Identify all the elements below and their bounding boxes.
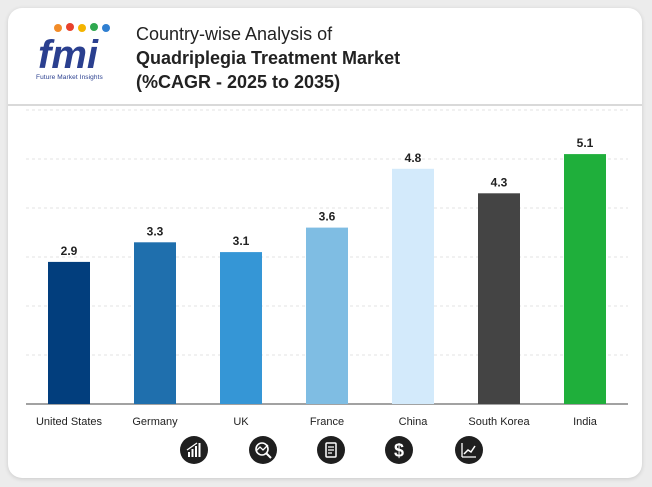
bar-india xyxy=(564,154,606,404)
bar-chart: 2.9 United States 3.3 Germany 3.1 UK 3.6 France… xyxy=(26,109,628,428)
dollar-icon[interactable]: $ xyxy=(385,436,413,464)
chart-title: Country-wise Analysis of Quadriplegia Tr… xyxy=(136,22,400,94)
svg-text:$: $ xyxy=(394,441,404,461)
value-label: 2.9 xyxy=(61,244,78,258)
category-tick-label: France xyxy=(310,416,344,428)
bar-united-states xyxy=(48,261,90,404)
bar-germany xyxy=(134,242,176,404)
growth-chart-icon[interactable] xyxy=(180,436,208,464)
logo-wordmark: fmi xyxy=(38,33,99,74)
fmi-logo: fmi xyxy=(38,23,110,74)
category-tick-label: India xyxy=(573,416,598,428)
document-icon[interactable] xyxy=(317,436,345,464)
value-label: 4.8 xyxy=(405,151,422,165)
value-label: 4.3 xyxy=(491,175,508,189)
analysis-magnifier-icon[interactable] xyxy=(249,436,277,464)
trend-chart-icon[interactable] xyxy=(455,436,483,464)
value-label: 3.3 xyxy=(147,224,164,238)
bar-france xyxy=(306,227,348,404)
category-tick-label: UK xyxy=(233,416,249,428)
category-tick-label: United States xyxy=(36,416,103,428)
category-tick-label: South Korea xyxy=(468,416,530,428)
category-tick-label: China xyxy=(399,416,429,428)
report-header: fmi Future Market Insights Country-wise … xyxy=(8,8,642,106)
category-tick-label: Germany xyxy=(132,416,178,428)
logo-tagline: Future Market Insights xyxy=(36,74,103,81)
bar-uk xyxy=(220,252,262,404)
report-card: fmi Future Market Insights Country-wise … xyxy=(8,8,642,478)
title-line-1: Country-wise Analysis of xyxy=(136,24,333,44)
title-line-2: Quadriplegia Treatment Market xyxy=(136,48,401,68)
value-label: 5.1 xyxy=(577,136,594,150)
footer-icon-row: $ xyxy=(8,436,642,468)
bar-china xyxy=(392,168,434,404)
bar-south-korea xyxy=(478,193,520,404)
value-label: 3.6 xyxy=(319,210,336,224)
title-line-3: (%CAGR - 2025 to 2035) xyxy=(136,72,341,92)
value-label: 3.1 xyxy=(233,234,250,248)
